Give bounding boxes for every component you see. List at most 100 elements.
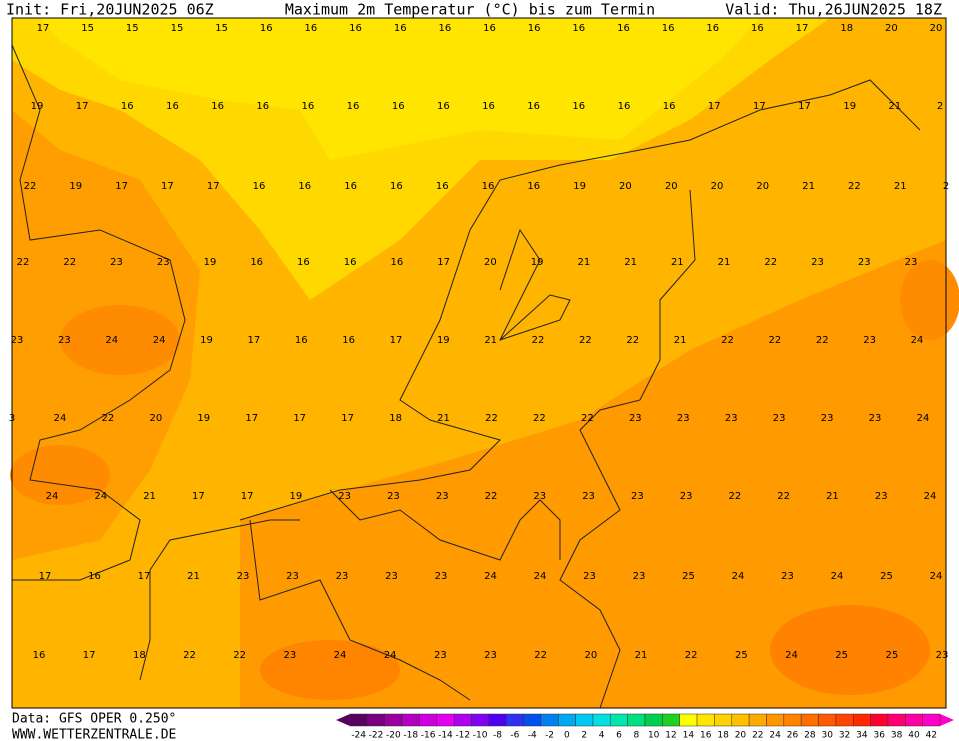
colorbar-swatch: [523, 713, 542, 727]
temperature-value: 17: [115, 181, 128, 192]
temperature-value: 3: [9, 413, 15, 424]
temperature-value: 23: [680, 491, 693, 502]
colorbar-swatch: [575, 713, 594, 727]
temperature-value: 24: [334, 650, 347, 661]
temperature-value: 16: [706, 23, 719, 34]
temperature-value: 17: [437, 257, 450, 268]
temperature-value: 16: [349, 23, 362, 34]
temperature-value: 21: [624, 257, 637, 268]
temperature-value: 17: [708, 101, 721, 112]
hot-field: [260, 640, 400, 700]
colorbar-swatch: [592, 713, 611, 727]
temperature-value: 17: [37, 23, 50, 34]
temperature-value: 16: [482, 181, 495, 192]
temperature-value: 21: [635, 650, 648, 661]
colorbar-label: 36: [874, 731, 886, 741]
colorbar-label: 30: [821, 731, 833, 741]
temperature-value: 22: [102, 413, 115, 424]
temperature-value: 22: [816, 335, 829, 346]
temperature-value: 23: [905, 257, 918, 268]
colorbar-swatch: [401, 713, 420, 727]
temperature-value: 25: [682, 571, 695, 582]
temperature-value: 21: [718, 257, 731, 268]
colorbar-label: 20: [735, 731, 747, 741]
temperature-value: 24: [917, 413, 930, 424]
temperature-value: 23: [821, 413, 834, 424]
temperature-value: 20: [930, 23, 943, 34]
colorbar-swatch: [419, 713, 438, 727]
colorbar-label: -20: [386, 731, 401, 741]
colorbar-label: 10: [648, 731, 660, 741]
colorbar-swatch: [818, 713, 837, 727]
colorbar-swatch: [731, 713, 750, 727]
colorbar-swatch: [766, 713, 785, 727]
colorbar-swatch: [349, 713, 368, 727]
colorbar-label: 38: [891, 731, 903, 741]
colorbar-swatch: [748, 713, 767, 727]
temperature-value: 16: [572, 101, 585, 112]
hot-field: [770, 605, 930, 695]
temperature-value: 23: [811, 257, 824, 268]
temperature-value: 23: [631, 491, 644, 502]
temperature-value: 20: [584, 650, 597, 661]
temperature-value: 23: [286, 571, 299, 582]
colorbar-swatch: [540, 713, 559, 727]
temperature-value: 24: [732, 571, 745, 582]
temperature-value: 22: [777, 491, 790, 502]
temperature-value: 16: [751, 23, 764, 34]
colorbar-swatch: [471, 713, 490, 727]
temperature-value: 16: [437, 101, 450, 112]
colorbar-label: 32: [839, 731, 850, 741]
temperature-value: 23: [157, 257, 170, 268]
colorbar-label: -12: [455, 731, 470, 741]
temperature-value: 22: [24, 181, 37, 192]
temperature-value: 16: [121, 101, 134, 112]
temperature-value: 23: [110, 257, 123, 268]
temperature-value: 17: [192, 491, 205, 502]
colorbar-label: 34: [856, 731, 868, 741]
temperature-value: 16: [527, 101, 540, 112]
temperature-value: 20: [619, 181, 632, 192]
temperature-value: 16: [88, 571, 101, 582]
temperature-value: 23: [583, 571, 596, 582]
colorbar-swatch: [887, 713, 906, 727]
temperature-value: 15: [215, 23, 228, 34]
temperature-value: 22: [579, 335, 592, 346]
temperature-value: 16: [347, 101, 360, 112]
colorbar-label: 2: [581, 731, 587, 741]
temperature-value: 23: [58, 335, 71, 346]
temperature-value: 16: [302, 101, 315, 112]
temperature-value: 19: [69, 181, 82, 192]
colorbar-arrow: [940, 714, 954, 726]
temperature-value: 24: [46, 491, 59, 502]
temperature-value: 24: [930, 571, 943, 582]
temperature-value: 23: [869, 413, 882, 424]
temperature-value: 16: [253, 181, 266, 192]
temperature-value: 22: [485, 491, 498, 502]
temperature-value: 20: [711, 181, 724, 192]
colorbar-label: 14: [683, 731, 695, 741]
temperature-value: 22: [685, 650, 698, 661]
coolest-field: [40, 18, 760, 160]
temperature-value: 22: [533, 413, 546, 424]
temperature-value: 19: [531, 257, 544, 268]
temperature-value: 17: [76, 101, 89, 112]
temperature-value: 24: [105, 335, 118, 346]
colorbar-swatch: [905, 713, 923, 727]
temperature-value: 23: [773, 413, 786, 424]
temperature-value: 17: [798, 101, 811, 112]
temperature-value: 16: [572, 23, 585, 34]
temperature-value: 22: [183, 650, 196, 661]
temperature-value: 21: [894, 181, 907, 192]
colorbar-swatch: [783, 713, 802, 727]
temperature-value: 22: [485, 413, 498, 424]
colorbar-label: 40: [908, 731, 920, 741]
colorbar-swatch: [644, 713, 663, 727]
temperature-value: 16: [256, 101, 269, 112]
colorbar-label: 22: [752, 731, 763, 741]
temperature-value: 16: [344, 181, 357, 192]
colorbar-swatch: [488, 713, 507, 727]
temperature-value: 21: [802, 181, 815, 192]
temperature-value: 23: [863, 335, 876, 346]
